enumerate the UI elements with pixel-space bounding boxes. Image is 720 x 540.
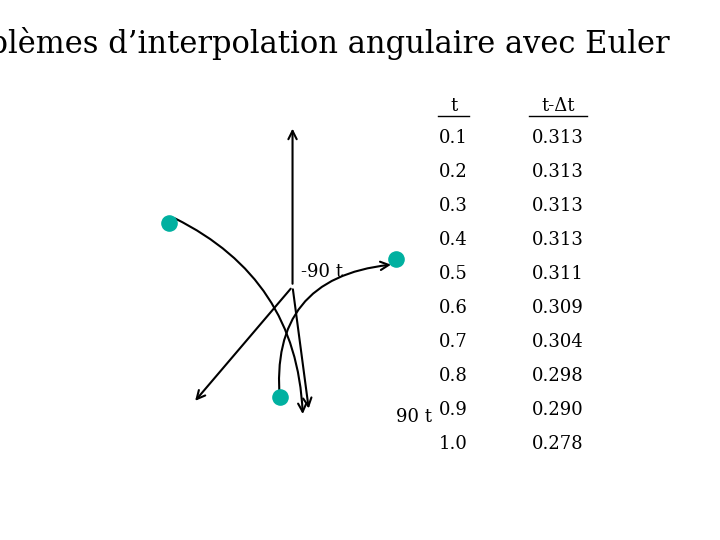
Text: Problèmes d’interpolation angulaire avec Euler: Problèmes d’interpolation angulaire avec… [0, 27, 670, 60]
Text: 0.309: 0.309 [532, 299, 584, 316]
Text: 1.0: 1.0 [439, 435, 468, 453]
Text: 0.1: 0.1 [439, 129, 468, 146]
Text: 0.313: 0.313 [532, 231, 584, 248]
Text: 0.304: 0.304 [532, 333, 584, 350]
Text: 0.278: 0.278 [532, 435, 584, 453]
Text: 0.8: 0.8 [439, 367, 468, 384]
Text: 0.4: 0.4 [439, 231, 468, 248]
Text: t-Δt: t-Δt [541, 97, 575, 115]
Text: 0.6: 0.6 [439, 299, 468, 316]
Text: 0.298: 0.298 [532, 367, 584, 384]
Text: 0.313: 0.313 [532, 129, 584, 146]
Text: 0.9: 0.9 [439, 401, 468, 418]
FancyArrowPatch shape [279, 262, 389, 400]
Text: 0.313: 0.313 [532, 197, 584, 214]
Text: 0.2: 0.2 [439, 163, 468, 180]
Text: 0.5: 0.5 [439, 265, 468, 282]
Text: t: t [450, 97, 457, 115]
Text: 90 t: 90 t [396, 408, 432, 426]
Text: 0.290: 0.290 [532, 401, 584, 418]
Point [274, 393, 286, 402]
Text: 0.313: 0.313 [532, 163, 584, 180]
FancyArrowPatch shape [175, 219, 307, 411]
Text: 0.311: 0.311 [532, 265, 584, 282]
Text: 0.7: 0.7 [439, 333, 468, 350]
Point [163, 219, 174, 227]
Text: -90 t: -90 t [301, 263, 343, 281]
Point [390, 254, 402, 263]
Text: 0.3: 0.3 [439, 197, 468, 214]
